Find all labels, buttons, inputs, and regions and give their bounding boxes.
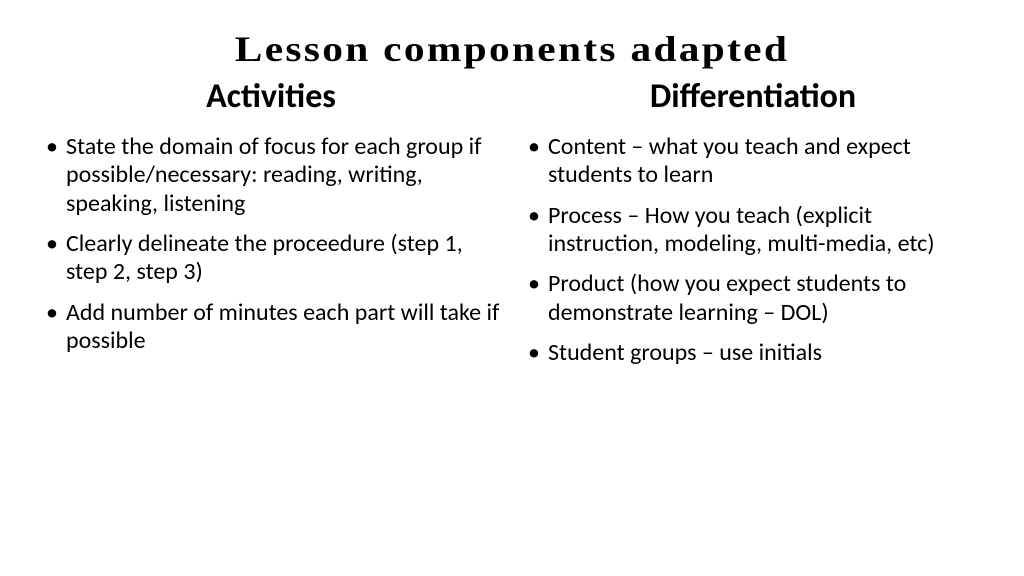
list-item: Add number of minutes each part will tak… [40,299,502,356]
column-heading-activities: Activities [40,76,502,117]
list-item: Content – what you teach and expect stud… [522,133,984,190]
list-item: Process – How you teach (explicit instru… [522,202,984,259]
list-item: State the domain of focus for each group… [40,133,502,218]
column-activities: Activities State the domain of focus for… [40,76,502,556]
list-item: Product (how you expect students to demo… [522,270,984,327]
slide: Lesson components adapted Activities Sta… [0,0,1024,576]
column-differentiation: Differentiation Content – what you teach… [522,76,984,556]
list-item: Student groups – use initials [522,339,984,367]
column-heading-differentiation: Differentiation [522,76,984,117]
slide-title: Lesson components adapted [0,28,1024,70]
list-item: Clearly delineate the proceedure (step 1… [40,230,502,287]
columns-container: Activities State the domain of focus for… [40,76,984,556]
bullet-list-activities: State the domain of focus for each group… [40,133,502,367]
bullet-list-differentiation: Content – what you teach and expect stud… [522,133,984,379]
